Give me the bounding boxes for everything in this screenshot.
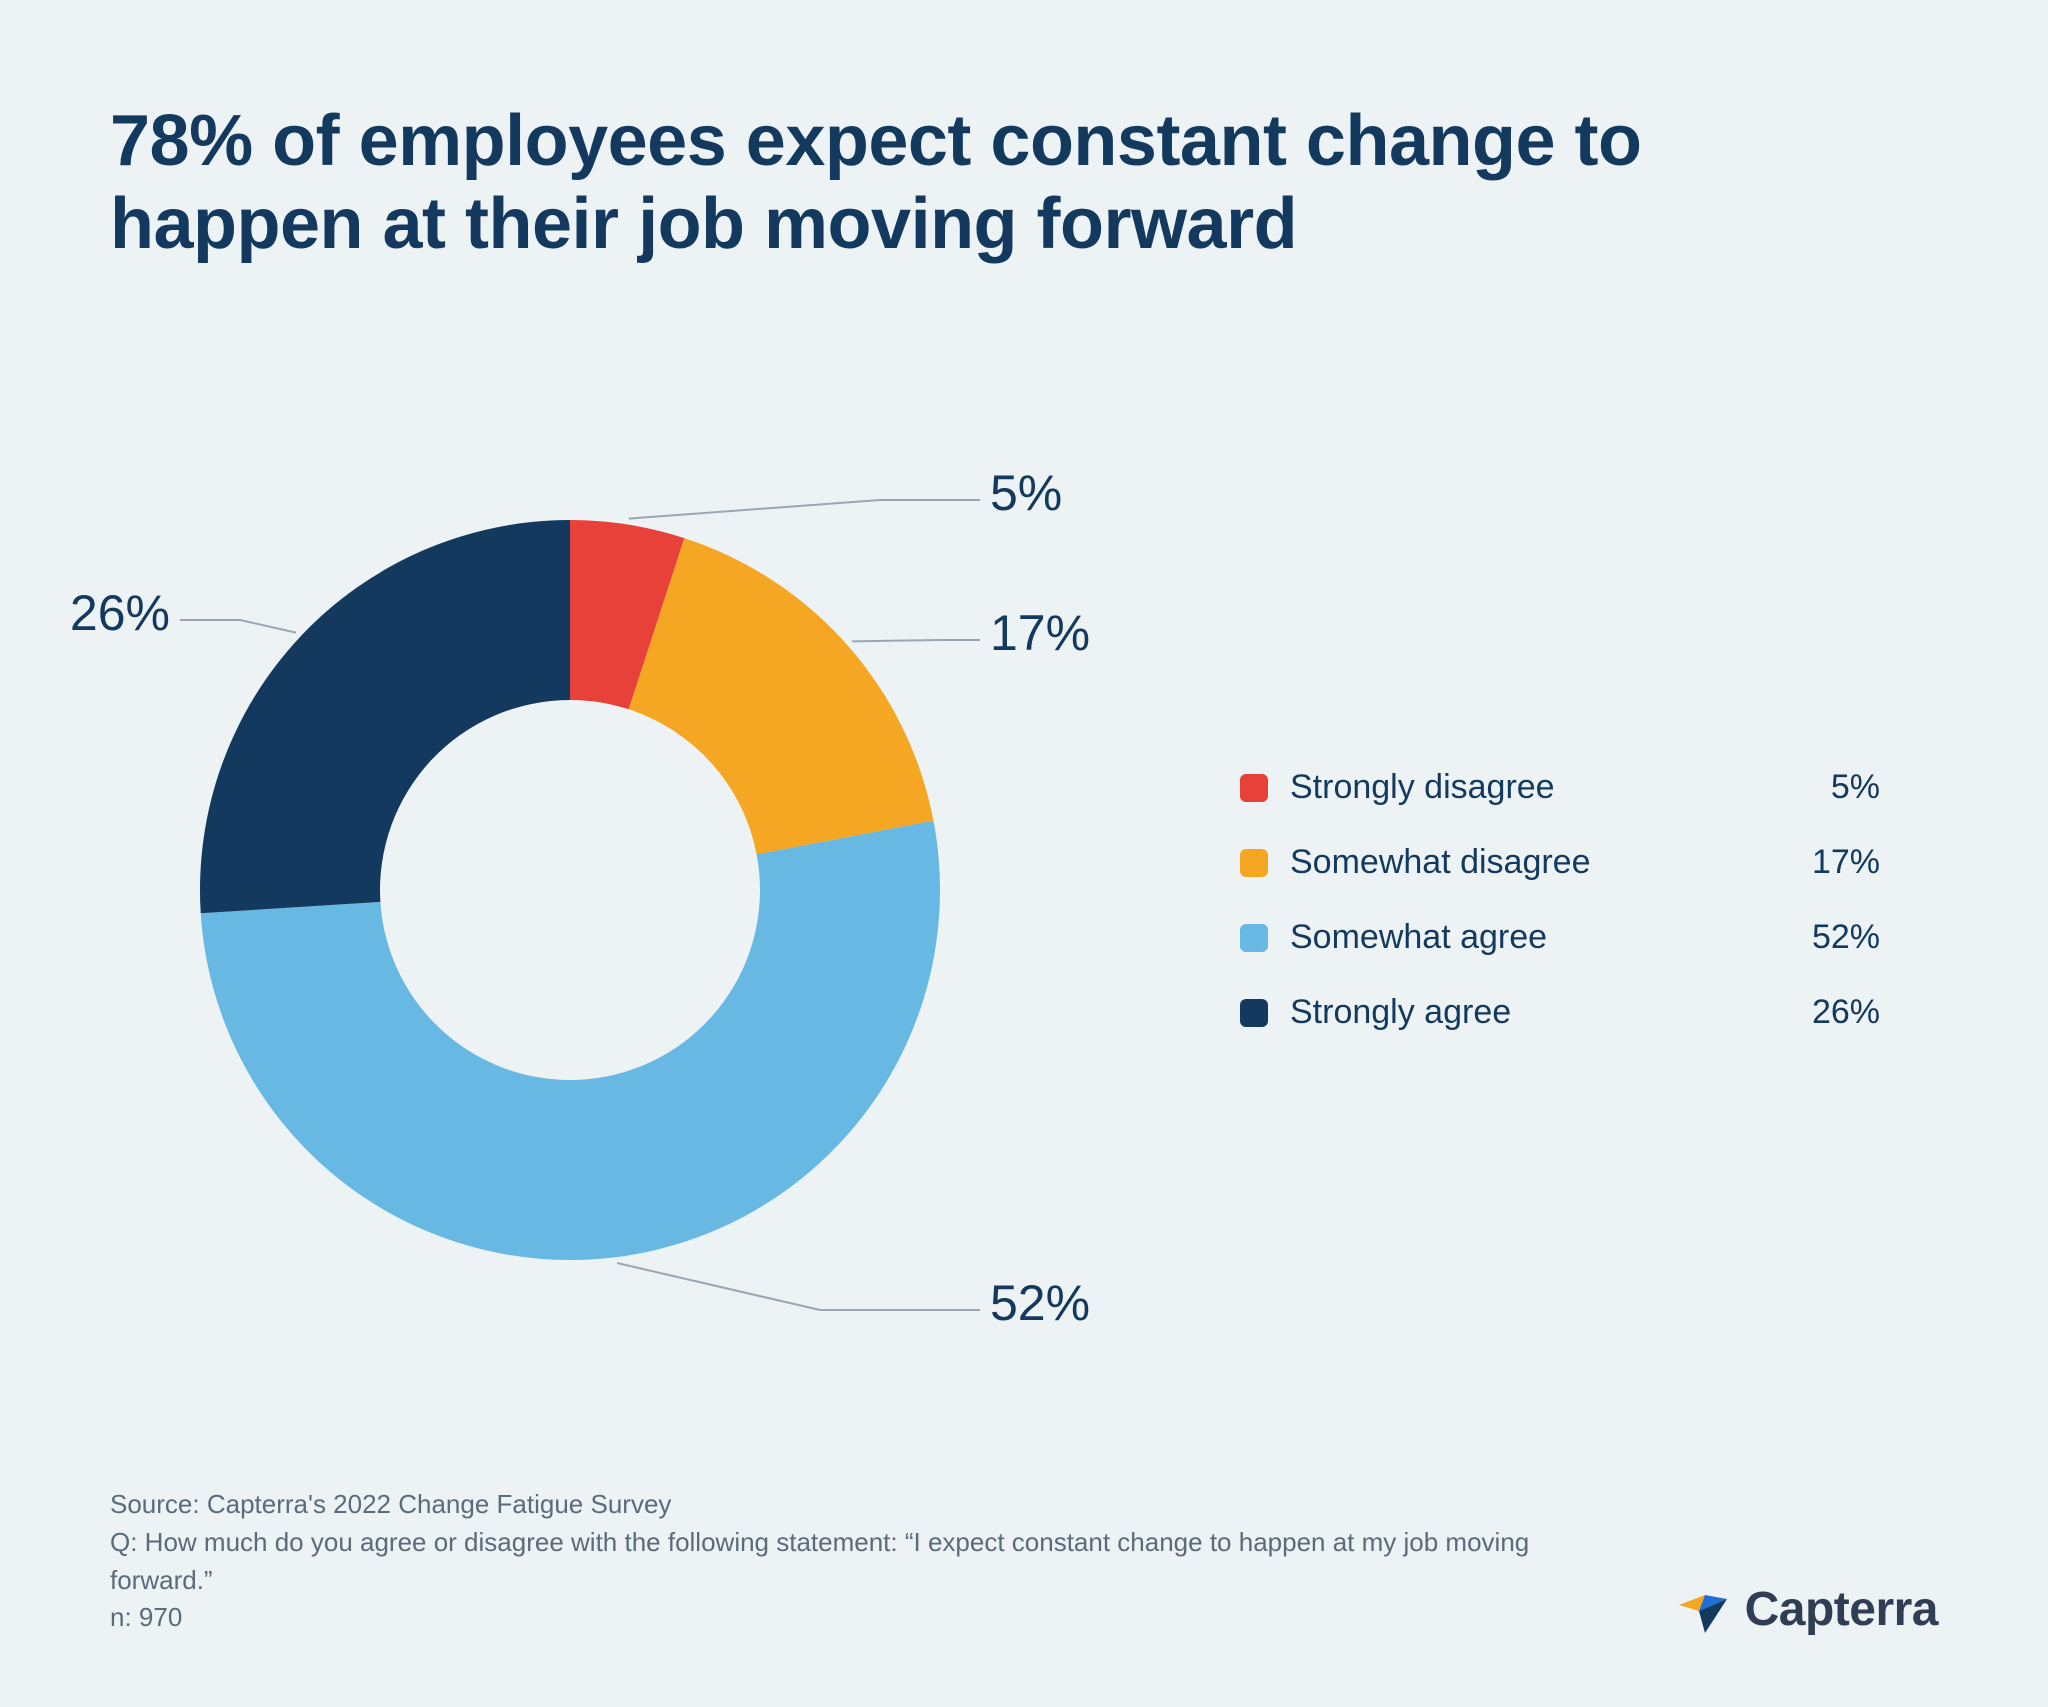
footnote-question: Q: How much do you agree or disagree wit… — [110, 1524, 1610, 1599]
leader-line — [617, 1263, 980, 1310]
brand: Capterra — [1675, 1581, 1938, 1637]
chart-legend: Strongly disagree5%Somewhat disagree17%S… — [1240, 750, 1880, 1050]
slice-value-label: 52% — [990, 1275, 1090, 1331]
legend-label: Somewhat disagree — [1290, 843, 1760, 882]
legend-label: Strongly disagree — [1290, 768, 1760, 807]
legend-swatch — [1240, 774, 1268, 802]
legend-item: Strongly agree 26% — [1240, 975, 1880, 1050]
footnote-source: Source: Capterra's 2022 Change Fatigue S… — [110, 1486, 1610, 1524]
donut-slice-somewhat_disagree — [629, 538, 934, 854]
leader-line — [852, 640, 980, 641]
slice-value-label: 5% — [990, 465, 1062, 521]
legend-value: 17% — [1790, 843, 1880, 882]
page-title: 78% of employees expect constant change … — [110, 100, 1810, 266]
legend-item: Somewhat agree 52% — [1240, 900, 1880, 975]
legend-item: Somewhat disagree 17% — [1240, 825, 1880, 900]
leader-line — [180, 620, 296, 633]
donut-slice-strongly_agree — [200, 520, 570, 913]
legend-value: 5% — [1790, 768, 1880, 807]
slice-value-label: 26% — [70, 585, 170, 641]
legend-value: 52% — [1790, 918, 1880, 957]
footnotes: Source: Capterra's 2022 Change Fatigue S… — [110, 1486, 1610, 1637]
legend-label: Somewhat agree — [1290, 918, 1760, 957]
legend-label: Strongly agree — [1290, 993, 1760, 1032]
legend-swatch — [1240, 849, 1268, 877]
footer: Source: Capterra's 2022 Change Fatigue S… — [110, 1486, 1938, 1637]
legend-item: Strongly disagree 5% — [1240, 750, 1880, 825]
footnote-n: n: 970 — [110, 1599, 1610, 1637]
legend-value: 26% — [1790, 993, 1880, 1032]
legend-swatch — [1240, 999, 1268, 1027]
leader-line — [629, 500, 980, 519]
legend-swatch — [1240, 924, 1268, 952]
donut-chart: 5%17%52%26% — [120, 440, 1120, 1340]
slice-value-label: 17% — [990, 605, 1090, 661]
infographic-page: 78% of employees expect constant change … — [0, 0, 2048, 1707]
brand-name: Capterra — [1745, 1582, 1938, 1637]
chart-area: 5% 17% 52% 26% Strongly disagree 5% Somewhat … — [0, 380, 2048, 1380]
capterra-logo-icon — [1675, 1581, 1731, 1637]
